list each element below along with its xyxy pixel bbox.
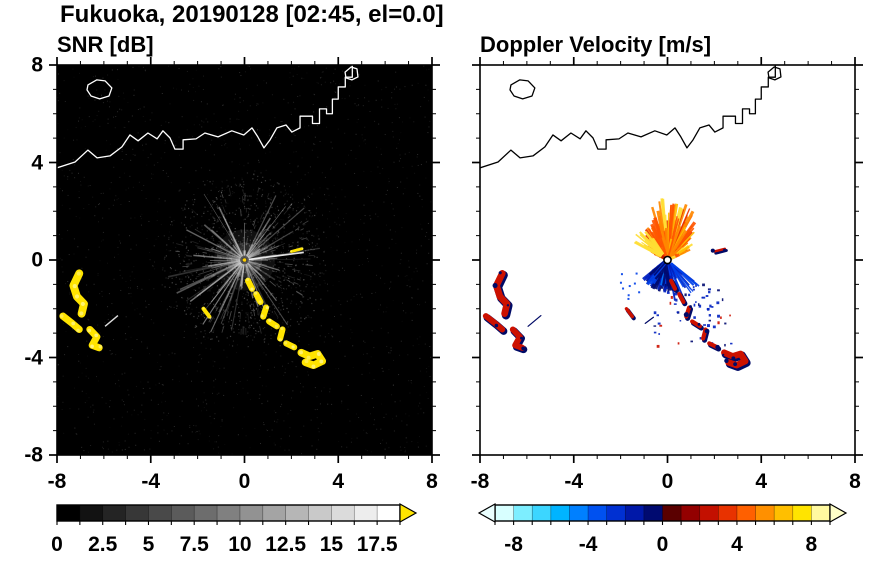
- snr-colorbar-tick-label: 2.5: [88, 533, 118, 556]
- snr-x-tick-label: -4: [141, 470, 161, 493]
- snr-colorbar-tick-label: 0: [51, 533, 63, 556]
- doppler-x-tick-label: 4: [755, 470, 768, 493]
- snr-x-tick-label: 4: [332, 470, 345, 493]
- doppler-x-tick-label: -8: [470, 470, 490, 493]
- snr-x-tick-label: 8: [426, 470, 438, 493]
- doppler-colorbar-tick-label: 0: [656, 533, 669, 556]
- y-tick-label: 4: [31, 151, 43, 174]
- snr-colorbar-tick-label: 7.5: [179, 533, 209, 556]
- doppler-colorbar-tick-label: -8: [504, 533, 523, 556]
- doppler-colorbar-tick-label: -4: [578, 533, 598, 556]
- doppler-x-tick-label: 8: [849, 470, 861, 493]
- doppler-x-tick-label: -4: [564, 470, 584, 493]
- snr-x-tick-label: 0: [238, 470, 251, 493]
- snr-colorbar-tick-label: 5: [142, 533, 155, 556]
- snr-colorbar-tick-label: 12.5: [265, 533, 307, 556]
- snr-colorbar-tick-label: 17.5: [356, 533, 398, 556]
- snr-colorbar-tick-label: 15: [319, 533, 344, 556]
- snr-panel-title: SNR [dB]: [57, 32, 154, 57]
- figure-title: Fukuoka, 20190128 [02:45, el=0.0]: [60, 1, 444, 28]
- snr-colorbar-tick-label: 10: [228, 533, 252, 556]
- y-tick-label: -8: [24, 443, 43, 467]
- doppler-colorbar-tick-label: 8: [805, 533, 818, 556]
- doppler-x-tick-label: 0: [661, 470, 674, 493]
- y-tick-label: 8: [31, 53, 43, 77]
- y-tick-label: -4: [24, 346, 43, 369]
- doppler-colorbar-tick-label: 4: [731, 533, 743, 556]
- snr-x-tick-label: -8: [47, 470, 67, 493]
- y-tick-label: 0: [31, 248, 43, 272]
- doppler-panel-title: Doppler Velocity [m/s]: [480, 32, 712, 57]
